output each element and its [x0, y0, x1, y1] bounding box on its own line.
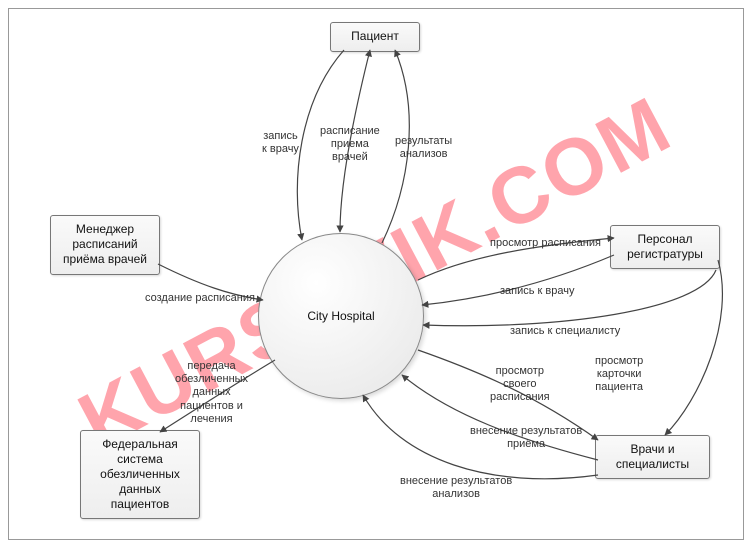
actor-label: Пациент [351, 29, 399, 43]
central-process-label: City Hospital [307, 309, 374, 323]
actor-label: Врачи испециалисты [616, 442, 689, 471]
actor-label: Менеджеррасписанийприёма врачей [63, 222, 147, 266]
actor-federal: Федеральнаясистемаобезличенныхданныхпаци… [80, 430, 200, 519]
actor-manager: Менеджеррасписанийприёма врачей [50, 215, 160, 275]
actor-registry: Персоналрегистратуры [610, 225, 720, 269]
actor-doctors: Врачи испециалисты [595, 435, 710, 479]
actor-label: Федеральнаясистемаобезличенныхданныхпаци… [100, 437, 180, 511]
actor-label: Персоналрегистратуры [627, 232, 703, 261]
central-process: City Hospital [258, 233, 424, 399]
actor-patient: Пациент [330, 22, 420, 52]
